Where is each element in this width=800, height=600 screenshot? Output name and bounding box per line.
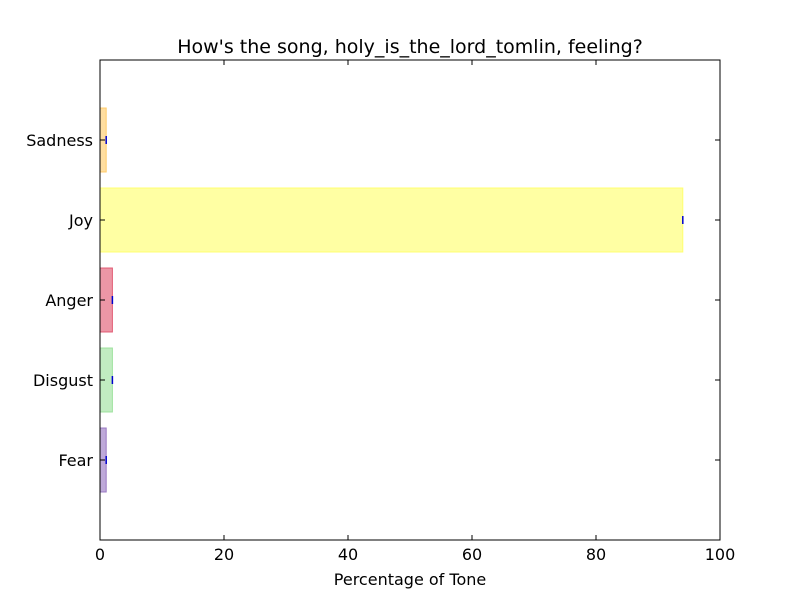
y-axis: Fear Disgust Anger Joy Sadness — [26, 131, 720, 470]
x-tick-label-0: 0 — [95, 545, 105, 564]
error-bars-group — [105, 136, 684, 464]
bars-group — [99, 107, 684, 493]
x-tick-label-80: 80 — [586, 545, 606, 564]
y-tick-label-sadness: Sadness — [26, 131, 93, 150]
x-axis-label: Percentage of Tone — [334, 570, 486, 589]
x-tick-label-100: 100 — [705, 545, 736, 564]
x-axis: 0 20 40 60 80 100 — [95, 60, 735, 564]
x-tick-label-60: 60 — [462, 545, 482, 564]
y-tick-label-joy: Joy — [68, 211, 93, 230]
x-tick-label-20: 20 — [214, 545, 234, 564]
y-tick-label-anger: Anger — [45, 291, 93, 310]
x-tick-label-40: 40 — [338, 545, 358, 564]
y-tick-label-disgust: Disgust — [33, 371, 93, 390]
chart-title: How's the song, holy_is_the_lord_tomlin,… — [177, 36, 643, 58]
plot-frame — [99, 59, 721, 541]
bar-joy — [99, 187, 684, 253]
y-tick-label-fear: Fear — [58, 451, 93, 470]
